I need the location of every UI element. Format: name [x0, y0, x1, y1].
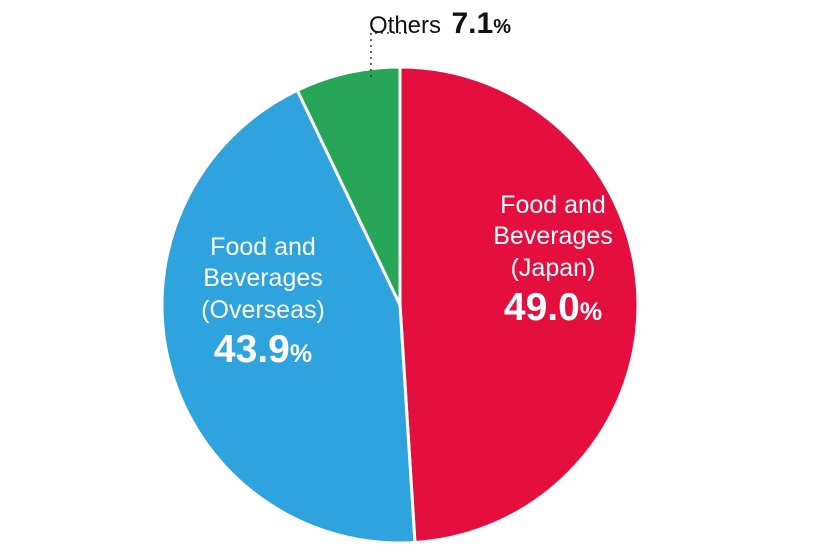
pie-svg [0, 0, 817, 560]
pie-chart: Food and Beverages (Japan) 49.0% Food an… [0, 0, 817, 560]
pie-slice-japan [400, 67, 638, 543]
